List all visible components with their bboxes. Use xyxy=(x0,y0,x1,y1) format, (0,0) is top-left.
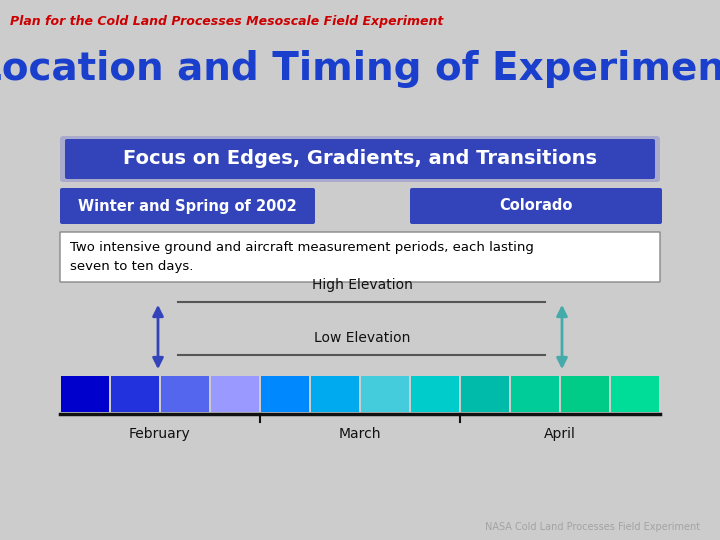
FancyBboxPatch shape xyxy=(65,139,655,179)
FancyBboxPatch shape xyxy=(561,376,609,412)
FancyBboxPatch shape xyxy=(161,376,209,412)
FancyBboxPatch shape xyxy=(461,376,509,412)
FancyBboxPatch shape xyxy=(261,376,309,412)
FancyBboxPatch shape xyxy=(611,376,659,412)
FancyBboxPatch shape xyxy=(60,232,660,282)
Text: Location and Timing of Experiment: Location and Timing of Experiment xyxy=(0,50,720,88)
FancyBboxPatch shape xyxy=(111,376,159,412)
FancyBboxPatch shape xyxy=(361,376,409,412)
FancyBboxPatch shape xyxy=(60,136,660,182)
FancyBboxPatch shape xyxy=(211,376,259,412)
FancyBboxPatch shape xyxy=(411,376,459,412)
Text: Winter and Spring of 2002: Winter and Spring of 2002 xyxy=(78,199,297,213)
Text: Colorado: Colorado xyxy=(499,199,572,213)
Text: Low Elevation: Low Elevation xyxy=(314,331,410,345)
Text: April: April xyxy=(544,427,576,441)
FancyBboxPatch shape xyxy=(61,376,109,412)
FancyBboxPatch shape xyxy=(410,188,662,224)
Text: Two intensive ground and aircraft measurement periods, each lasting
seven to ten: Two intensive ground and aircraft measur… xyxy=(70,241,534,273)
Text: NASA Cold Land Processes Field Experiment: NASA Cold Land Processes Field Experimen… xyxy=(485,522,700,532)
Text: February: February xyxy=(129,427,191,441)
FancyBboxPatch shape xyxy=(511,376,559,412)
Text: Focus on Edges, Gradients, and Transitions: Focus on Edges, Gradients, and Transitio… xyxy=(123,150,597,168)
Text: High Elevation: High Elevation xyxy=(312,278,413,292)
Text: March: March xyxy=(338,427,382,441)
Text: Plan for the Cold Land Processes Mesoscale Field Experiment: Plan for the Cold Land Processes Mesosca… xyxy=(10,15,444,28)
FancyBboxPatch shape xyxy=(311,376,359,412)
FancyBboxPatch shape xyxy=(60,188,315,224)
